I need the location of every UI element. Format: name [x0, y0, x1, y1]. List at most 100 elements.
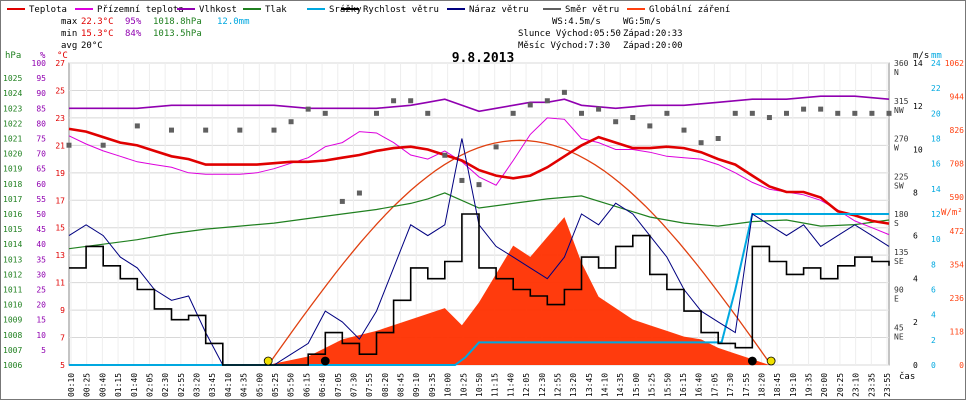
stat-min-press: 1013.5hPa [153, 29, 202, 39]
pct-tick-label: 25 [36, 286, 46, 295]
series-smer-vetru-point [476, 182, 482, 188]
dir-tick-label: 45 [894, 323, 904, 332]
time-tick-label: 18:45 [773, 373, 782, 397]
pct-tick-label: 20 [36, 301, 46, 310]
mm-tick-label: 18 [931, 135, 941, 144]
hpa-tick-label: 1021 [3, 135, 22, 144]
time-tick-label: 16:15 [679, 373, 688, 397]
hpa-tick-label: 1020 [3, 150, 22, 159]
series-srazky [69, 213, 889, 366]
time-tick-label: 11:40 [506, 373, 515, 397]
sun-moon-panel: WS:4.5m/s WG:5m/s Slunce Východ:05:50 Zá… [518, 17, 683, 51]
pct-tick-label: 80 [36, 119, 46, 128]
hpa-axis-title: hPa [5, 51, 21, 61]
time-tick-label: 15:25 [648, 373, 657, 397]
ms-axis-title: m/s [913, 51, 929, 61]
series-smer-vetru-point [766, 115, 772, 121]
time-tick-label: 04:35 [240, 373, 249, 397]
time-tick-label: 18:20 [757, 373, 766, 397]
ms-tick-label: 4 [913, 275, 918, 284]
axis-titles: hPa % °C m/s mm W/m² čas [5, 51, 963, 382]
dir-tick-label: 270 [894, 135, 909, 144]
dir-tick-label: 225 [894, 172, 909, 181]
time-tick-label: 23:10 [852, 373, 861, 397]
moonrise-readout: Měsíc Východ:7:30 [518, 41, 610, 51]
stat-min-temp: 15.3°C [81, 29, 114, 39]
temp-tick-label: 9 [60, 306, 65, 315]
time-tick-label: 02:30 [161, 373, 170, 397]
time-tick-label: 10:25 [459, 373, 468, 397]
series-smer-vetru-point [442, 152, 448, 158]
stat-min-label: min [61, 29, 77, 39]
time-tick-label: 16:40 [695, 373, 704, 397]
series-smer-vetru-point [544, 98, 550, 104]
time-tick-label: 10:50 [475, 373, 484, 397]
dir-tick-label: 90 [894, 286, 904, 295]
hpa-tick-label: 1025 [3, 74, 22, 83]
legend-label-globalni-zareni: Globální záření [649, 5, 730, 15]
pct-tick-label: 90 [36, 89, 46, 98]
mm-tick-label: 4 [931, 311, 936, 320]
time-tick-label: 02:05 [145, 373, 154, 397]
temp-tick-label: 13 [55, 251, 65, 260]
moonset-marker [747, 356, 757, 366]
time-tick-label: 15:00 [632, 373, 641, 397]
dir-compass-label: SW [894, 181, 904, 190]
series-smer-vetru-point [425, 110, 431, 116]
pct-tick-label: 45 [36, 225, 46, 234]
sunrise-readout: Slunce Východ:05:50 [518, 29, 621, 39]
time-tick-label: 17:05 [710, 373, 719, 397]
hpa-tick-label: 1015 [3, 225, 22, 234]
series-smer-vetru-point [715, 136, 721, 141]
hpa-tick-label: 1017 [3, 195, 22, 204]
hpa-tick-label: 1008 [3, 331, 22, 340]
time-tick-label: 05:25 [271, 373, 280, 397]
time-tick-label: 03:45 [208, 373, 217, 397]
legend-label-vlhkost: Vlhkost [199, 5, 237, 15]
dir-compass-label: NE [894, 332, 904, 341]
mm-tick-label: 20 [931, 109, 941, 118]
series-smer-vetru-point [886, 110, 892, 116]
series-smer-vetru-point [459, 177, 465, 183]
pct-tick-label: 95 [36, 74, 46, 83]
temp-axis-title: °C [57, 51, 68, 61]
dir-compass-label: E [894, 295, 899, 304]
stats-panel: max 22.3°C 95% 1018.8hPa 12.0mm min 15.3… [61, 17, 250, 51]
chart-title: 9.8.2013 [452, 51, 515, 66]
stat-max-rain: 12.0mm [217, 17, 250, 27]
pct-tick-label: 10 [36, 331, 46, 340]
wind-gust-readout: WG:5m/s [623, 17, 661, 27]
mm-tick-label: 12 [931, 210, 941, 219]
sunset-marker [766, 356, 776, 366]
ms-tick-label: 2 [913, 318, 918, 327]
plot-area [66, 89, 892, 366]
series-smer-vetru-point [818, 106, 824, 112]
temp-tick-label: 15 [55, 224, 65, 233]
series-smer-vetru-point [784, 110, 789, 116]
time-tick-label: 09:10 [412, 373, 421, 397]
series-smer-vetru-point [493, 144, 499, 150]
time-tick-label: 19:10 [789, 373, 798, 397]
pct-tick-label: 35 [36, 255, 46, 264]
dir-compass-label: S [894, 219, 899, 228]
pct-tick-label: 85 [36, 104, 46, 113]
time-tick-label: 07:30 [349, 373, 358, 397]
legend-label-tlak: Tlak [265, 5, 287, 15]
pct-tick-label: 70 [36, 150, 46, 159]
rad-tick-label: 472 [950, 227, 965, 236]
pct-axis-title: % [40, 51, 46, 61]
mm-tick-label: 10 [931, 235, 941, 244]
series-smer-vetru-point [561, 89, 567, 95]
rad-tick-label: 1062 [945, 59, 964, 68]
time-tick-label: 00:10 [67, 373, 76, 397]
time-tick-label: 13:20 [569, 373, 578, 397]
mm-tick-label: 8 [931, 260, 936, 269]
temp-tick-label: 23 [55, 114, 65, 123]
time-axis-title: čas [899, 371, 915, 382]
time-tick-label: 11:15 [491, 373, 500, 397]
mm-tick-label: 2 [931, 336, 936, 345]
pct-tick-label: 30 [36, 270, 46, 279]
series-smer-vetru-point [66, 142, 72, 148]
